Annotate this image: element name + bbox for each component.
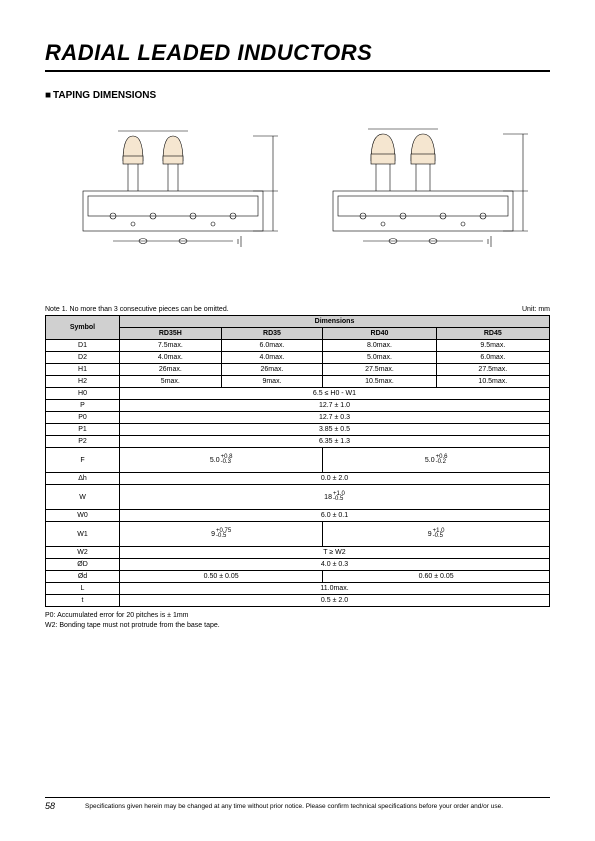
- table-row: D17.5max.6.0max.8.0max.9.5max.: [46, 340, 550, 352]
- page-title: RADIAL LEADED INDUCTORS: [45, 40, 550, 72]
- page-footer: 58 Specifications given herein may be ch…: [45, 797, 550, 811]
- col-rd45: RD45: [436, 328, 549, 340]
- table-row: ØD4.0 ± 0.3: [46, 559, 550, 571]
- header-dimensions: Dimensions: [120, 316, 550, 328]
- table-row: W2T ≥ W2: [46, 547, 550, 559]
- table-row: Δh0.0 ± 2.0: [46, 473, 550, 485]
- footnote-w2: W2: Bonding tape must not protrude from …: [45, 621, 550, 631]
- diagram-container: [45, 116, 550, 256]
- footnote-p0: P0: Accumulated error for 20 pitches is …: [45, 611, 550, 621]
- table-row: Ød0.50 ± 0.050.60 ± 0.05: [46, 571, 550, 583]
- table-row: P26.35 ± 1.3: [46, 436, 550, 448]
- table-row: P012.7 ± 0.3: [46, 412, 550, 424]
- col-rd35h: RD35H: [120, 328, 222, 340]
- col-rd35: RD35: [221, 328, 323, 340]
- header-symbol: Symbol: [46, 316, 120, 340]
- note-text: Note 1. No more than 3 consecutive piece…: [45, 306, 229, 313]
- taping-diagram-right: [313, 116, 533, 256]
- page-number: 58: [45, 801, 55, 811]
- table-row: W06.0 ± 0.1: [46, 510, 550, 522]
- table-row: W18+1.0-0.5: [46, 485, 550, 510]
- table-row: H126max.26max.27.5max.27.5max.: [46, 364, 550, 376]
- footnotes: P0: Accumulated error for 20 pitches is …: [45, 611, 550, 631]
- table-row: t0.5 ± 2.0: [46, 595, 550, 607]
- table-row: W19+0.75-0.59+1.0-0.5: [46, 522, 550, 547]
- dimensions-table: Symbol Dimensions RD35H RD35 RD40 RD45 D…: [45, 315, 550, 607]
- unit-text: Unit: mm: [522, 306, 550, 313]
- section-subtitle: TAPING DIMENSIONS: [45, 90, 550, 101]
- disclaimer-text: Specifications given herein may be chang…: [85, 803, 503, 810]
- table-row: L11.0max.: [46, 583, 550, 595]
- table-row: D24.0max.4.0max.5.0max.6.0max.: [46, 352, 550, 364]
- table-row: H06.5 ≤ H0 - W1: [46, 388, 550, 400]
- table-row: P12.7 ± 1.0: [46, 400, 550, 412]
- col-rd40: RD40: [323, 328, 436, 340]
- table-row: H25max.9max.10.5max.10.5max.: [46, 376, 550, 388]
- table-row: F5.0+0.8-0.35.0+0.6-0.2: [46, 448, 550, 473]
- table-row: P13.85 ± 0.5: [46, 424, 550, 436]
- taping-diagram-left: [63, 116, 283, 256]
